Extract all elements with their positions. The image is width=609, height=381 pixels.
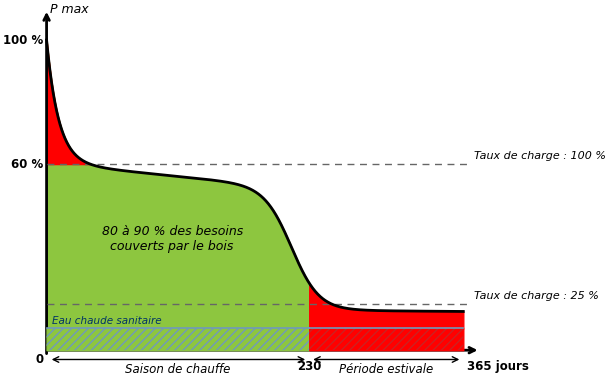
Text: Taux de charge : 100 %: Taux de charge : 100 % — [474, 151, 605, 161]
Text: 365 jours: 365 jours — [466, 360, 529, 373]
Text: Eau chaude sanitaire: Eau chaude sanitaire — [52, 316, 162, 326]
Text: 100 %: 100 % — [3, 34, 43, 46]
Text: Période estivale: Période estivale — [339, 363, 434, 376]
Text: 0: 0 — [35, 353, 43, 366]
Text: P max: P max — [50, 3, 89, 16]
Text: 80 à 90 % des besoins
couverts par le bois: 80 à 90 % des besoins couverts par le bo… — [102, 224, 243, 253]
Text: Saison de chauffe: Saison de chauffe — [125, 363, 231, 376]
Text: 60 %: 60 % — [11, 158, 43, 171]
Text: Taux de charge : 25 %: Taux de charge : 25 % — [474, 291, 599, 301]
Text: 230: 230 — [297, 360, 322, 373]
